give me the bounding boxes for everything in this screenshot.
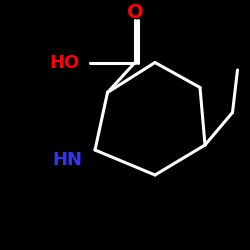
Text: HN: HN: [52, 151, 82, 169]
Text: HO: HO: [50, 54, 80, 72]
Text: O: O: [127, 3, 143, 22]
